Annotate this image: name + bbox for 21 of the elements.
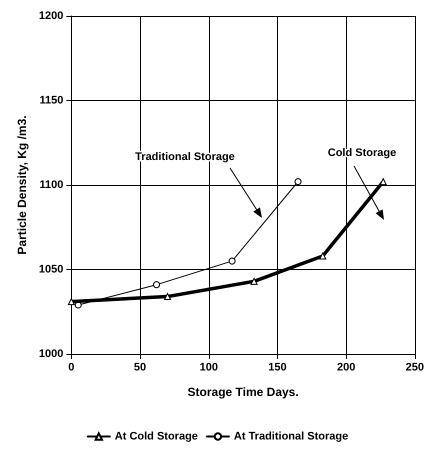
point xyxy=(294,178,302,186)
legend-label: At Traditional Storage xyxy=(234,430,348,442)
point xyxy=(250,278,258,285)
y-tick-label: 1000 xyxy=(38,348,64,360)
legend-label: At Cold Storage xyxy=(114,430,198,442)
x-tick-label: 0 xyxy=(68,362,74,374)
y-tick-label: 1150 xyxy=(39,94,64,106)
point xyxy=(319,252,326,260)
y-tick-label: 1200 xyxy=(38,10,64,22)
x-tick-label: 100 xyxy=(200,362,218,374)
x-axis-title: Storage Time Days. xyxy=(188,385,299,399)
y-tick-label: 1050 xyxy=(38,264,64,276)
x-tick-label: 250 xyxy=(406,362,424,374)
x-tick-label: 150 xyxy=(268,362,287,374)
y-axis-title: Particle Density, Kg /m3. xyxy=(15,115,29,255)
point xyxy=(228,258,236,265)
point xyxy=(153,281,160,288)
y-tick-label: 1100 xyxy=(39,179,64,191)
x-tick-label: 200 xyxy=(336,362,356,374)
point xyxy=(164,293,172,300)
x-tick-label: 50 xyxy=(134,362,146,374)
